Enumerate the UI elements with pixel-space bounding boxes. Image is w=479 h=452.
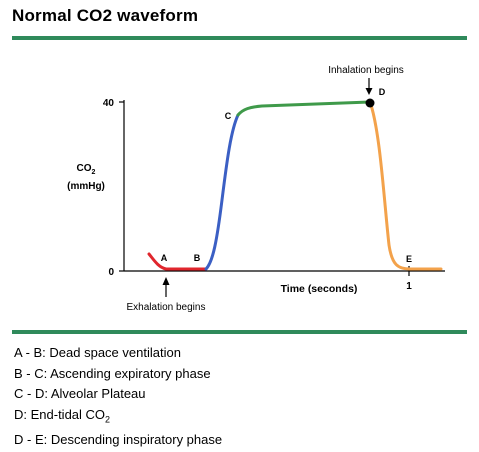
y-axis-unit: (mmHg) bbox=[67, 181, 105, 192]
y-tick-label-0: 0 bbox=[108, 267, 114, 278]
end-tidal-marker bbox=[365, 98, 375, 108]
legend-item-subscript: 2 bbox=[105, 414, 111, 425]
point-label-d: D bbox=[379, 87, 386, 97]
y-axis-label: CO2 bbox=[77, 163, 96, 176]
co2-waveform-diagram: 40 0 1 CO2 (mmHg) Time (seconds) A B C D… bbox=[67, 65, 445, 313]
legend-item-plateau: C - D: Alveolar Plateau bbox=[14, 384, 222, 405]
legend-item-ascending: B - C: Ascending expiratory phase bbox=[14, 364, 222, 385]
legend-item-end-tidal: D: End-tidal CO2 bbox=[14, 405, 222, 430]
page-title: Normal CO2 waveform bbox=[12, 6, 199, 25]
point-label-b: B bbox=[194, 253, 201, 263]
x-tick-label-1: 1 bbox=[406, 281, 412, 292]
legend-divider bbox=[12, 330, 467, 334]
header-divider bbox=[12, 36, 467, 40]
legend-item-text: B - C: Ascending expiratory phase bbox=[14, 365, 211, 381]
inhalation-arrow-head bbox=[365, 88, 373, 95]
legend-item-descending: D - E: Descending inspiratory phase bbox=[14, 430, 222, 451]
phase-legend: A - B: Dead space ventilation B - C: Asc… bbox=[14, 343, 222, 450]
y-tick-label-40: 40 bbox=[103, 98, 115, 109]
annotation-inhalation-begins: Inhalation begins bbox=[328, 65, 404, 76]
segment-descending-inspiratory bbox=[368, 100, 443, 271]
legend-item-dead-space: A - B: Dead space ventilation bbox=[14, 343, 222, 364]
point-label-e: E bbox=[406, 254, 412, 264]
point-label-c: C bbox=[225, 111, 232, 121]
legend-item-text: C - D: Alveolar Plateau bbox=[14, 386, 146, 401]
segment-ascending-expiratory bbox=[204, 113, 240, 271]
legend-item-text: D - E: Descending inspiratory phase bbox=[14, 431, 223, 447]
point-label-a: A bbox=[161, 253, 168, 263]
segment-dead-space bbox=[147, 252, 208, 271]
segment-alveolar-plateau bbox=[236, 100, 372, 117]
legend-item-text: D: End-tidal CO bbox=[14, 406, 106, 422]
legend-item-text: A - B: Dead space ventilation bbox=[14, 345, 181, 360]
x-axis-label: Time (seconds) bbox=[281, 283, 358, 295]
y-axis-label-subscript: 2 bbox=[92, 169, 96, 176]
exhalation-arrow-head bbox=[162, 277, 170, 285]
y-axis-label-co: CO bbox=[77, 163, 92, 174]
annotation-exhalation-begins: Exhalation begins bbox=[127, 302, 206, 313]
